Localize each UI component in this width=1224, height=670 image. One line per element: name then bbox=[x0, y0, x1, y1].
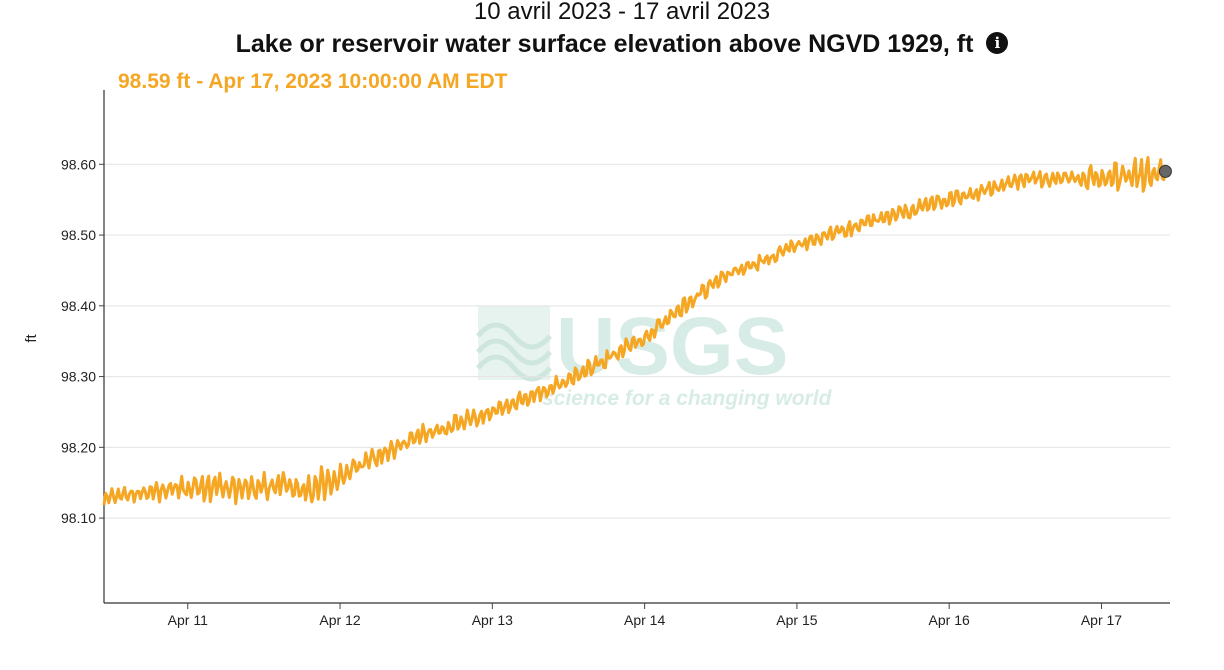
series-line[interactable] bbox=[102, 156, 1167, 506]
y-tick-label: 98.10 bbox=[61, 510, 96, 526]
y-tick-label: 98.40 bbox=[61, 298, 96, 314]
usgs-wave-logo-icon bbox=[476, 306, 552, 382]
x-tick-label: Apr 17 bbox=[1081, 612, 1122, 628]
x-tick-label: Apr 13 bbox=[472, 612, 513, 628]
y-tick-label: 98.30 bbox=[61, 369, 96, 385]
chart-title: Lake or reservoir water surface elevatio… bbox=[235, 30, 974, 58]
x-tick-label: Apr 11 bbox=[168, 612, 208, 628]
x-tick-label: Apr 14 bbox=[624, 612, 665, 628]
y-tick-label: 98.50 bbox=[61, 227, 96, 243]
tooltip-readout: 98.59 ft - Apr 17, 2023 10:00:00 AM EDT bbox=[118, 70, 508, 93]
highlight-point[interactable] bbox=[1158, 164, 1172, 178]
chart-title-row: Lake or reservoir water surface elevatio… bbox=[0, 30, 1224, 59]
grid-lines bbox=[104, 163, 1170, 519]
y-tick-label: 98.60 bbox=[61, 156, 96, 172]
axes bbox=[103, 90, 1170, 604]
usgs-tagline: science for a changing world bbox=[542, 387, 833, 410]
x-axis-ticks: Apr 11 Apr 12 Apr 13 Apr 14 Apr 15 Apr 16 Apr … bbox=[168, 603, 1122, 628]
y-tick-label: 98.20 bbox=[61, 439, 96, 455]
info-icon[interactable]: i bbox=[986, 32, 1009, 54]
date-range: 10 avril 2023 - 17 avril 2023 bbox=[473, 0, 771, 25]
y-axis-ticks: 98.10 98.20 98.30 98.40 98.50 98.60 bbox=[61, 156, 104, 526]
x-tick-label: Apr 16 bbox=[929, 612, 970, 628]
y-axis-label: ft bbox=[23, 334, 40, 343]
x-tick-label: Apr 15 bbox=[776, 612, 817, 628]
x-tick-label: Apr 12 bbox=[319, 612, 360, 628]
